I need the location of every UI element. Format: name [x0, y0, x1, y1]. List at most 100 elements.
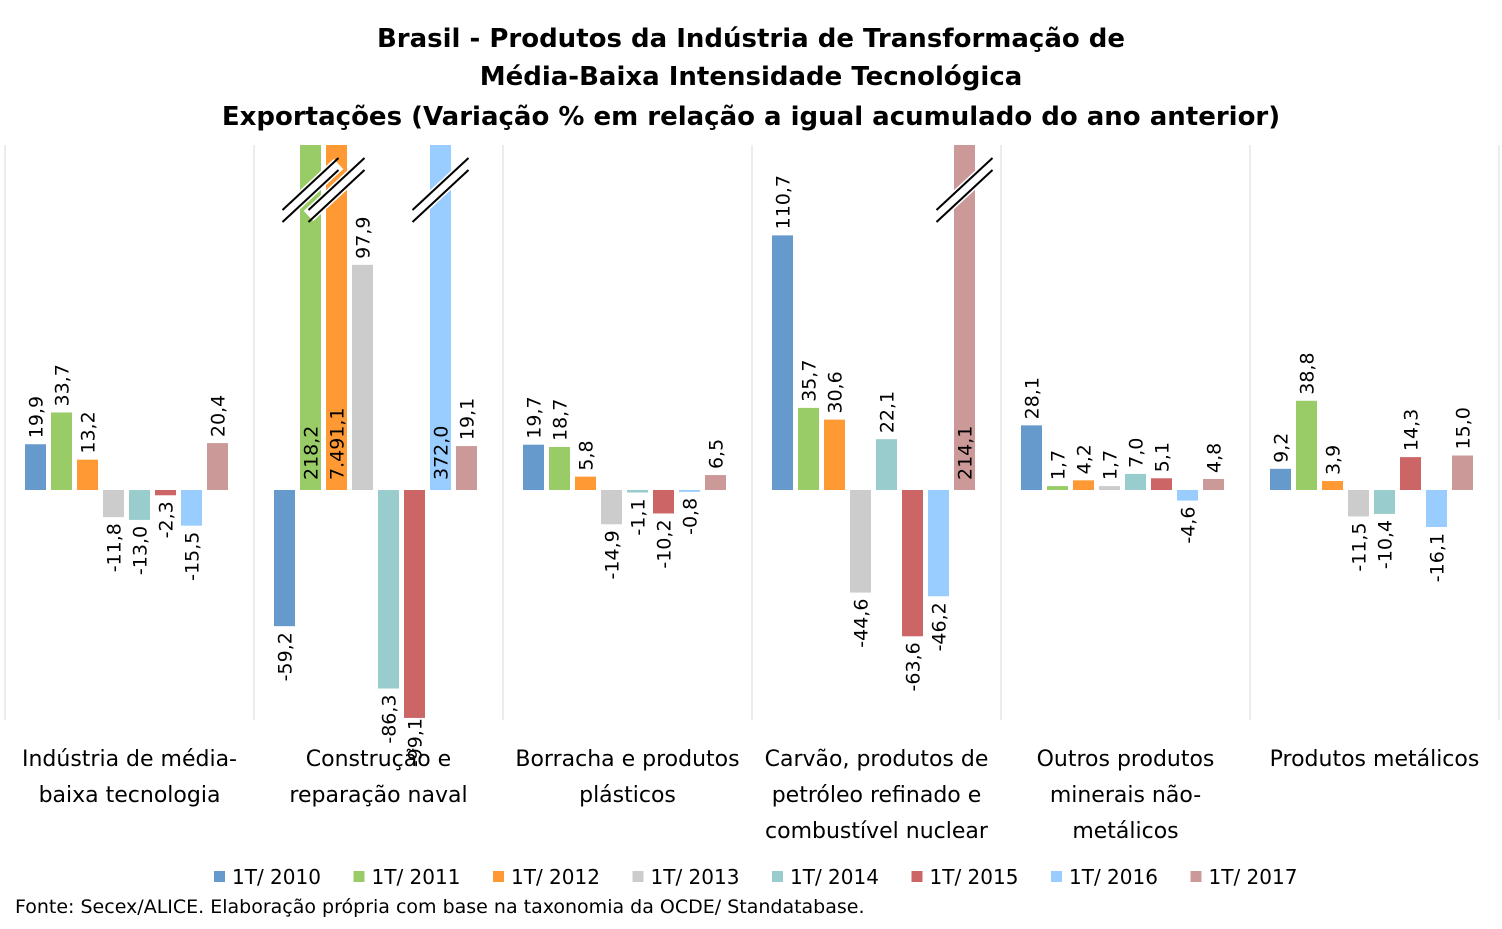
bar — [430, 145, 451, 490]
legend-swatch — [493, 871, 504, 882]
data-label: 97,9 — [353, 217, 375, 259]
legend-swatch — [911, 871, 923, 882]
bar — [523, 444, 544, 490]
axis-break — [303, 158, 370, 222]
source-note: Fonte: Secex/ALICE. Elaboração própria c… — [15, 896, 865, 918]
legend-label: 1T/ 2011 — [372, 865, 461, 889]
data-label: -14,9 — [602, 530, 624, 579]
bar — [954, 145, 975, 490]
bar — [404, 490, 425, 718]
data-label: -13,0 — [130, 526, 152, 575]
data-label: 15,0 — [1453, 407, 1475, 449]
bar — [850, 490, 871, 593]
data-label: -11,5 — [1349, 522, 1371, 571]
bar — [575, 476, 596, 490]
data-label: 18,7 — [550, 399, 572, 441]
data-label: 14,3 — [1401, 409, 1423, 451]
data-label: 35,7 — [799, 360, 821, 402]
legend-swatch — [1190, 871, 1202, 882]
data-label: -46,2 — [929, 602, 951, 651]
data-label: 5,1 — [1152, 442, 1174, 472]
x-tick-label: Indústria de média-baixa tecnologia — [21, 747, 237, 808]
data-label: -10,4 — [1375, 520, 1397, 569]
axis-break — [307, 157, 366, 211]
bar — [155, 490, 176, 496]
bar — [1203, 478, 1224, 490]
bar — [274, 490, 295, 627]
chart-title: Média-Baixa Intensidade Tecnológica — [480, 62, 1023, 92]
axis-break — [935, 169, 994, 223]
data-label: -4,6 — [1178, 507, 1200, 544]
bar — [679, 490, 700, 492]
data-label: -11,8 — [104, 523, 126, 572]
bar — [772, 235, 793, 490]
legend-label: 1T/ 2017 — [1209, 865, 1298, 889]
chart-title: Exportações (Variação % em relação a igu… — [222, 102, 1280, 132]
data-label: 30,6 — [825, 371, 847, 413]
x-tick-label: Construção e reparação naval — [289, 747, 468, 808]
bar — [1296, 400, 1317, 490]
data-label: -15,5 — [182, 532, 204, 581]
legend-swatch — [1051, 871, 1062, 882]
data-label: 19,7 — [524, 396, 546, 438]
axis-break — [407, 158, 474, 222]
chart-title: Brasil - Produtos da Indústria de Transf… — [377, 24, 1125, 54]
bar — [103, 490, 124, 518]
bar — [798, 407, 819, 490]
axis-break — [935, 157, 994, 211]
bar — [25, 444, 46, 490]
axis-break — [411, 157, 470, 211]
data-label: -0,8 — [680, 498, 702, 535]
data-label: 7.491,1 — [327, 407, 349, 480]
bar — [77, 459, 98, 490]
data-label: -99,1 — [405, 718, 427, 767]
x-tick-label: Borracha e produtos plásticos — [515, 747, 740, 808]
bar — [876, 439, 897, 490]
data-label: -1,1 — [628, 499, 650, 536]
bar — [549, 446, 570, 490]
bar — [1151, 478, 1172, 490]
data-label: 218,2 — [301, 426, 323, 480]
legend-label: 1T/ 2013 — [651, 865, 740, 889]
legend-swatch — [772, 871, 783, 882]
data-label: -16,1 — [1427, 533, 1449, 582]
legend-label: 1T/ 2016 — [1069, 865, 1158, 889]
bar — [1348, 490, 1369, 517]
legend-swatch — [632, 871, 644, 882]
legend-label: 1T/ 2014 — [790, 865, 879, 889]
data-label: -63,6 — [903, 642, 925, 691]
axis-break — [281, 157, 340, 211]
bar — [1021, 425, 1042, 490]
data-label: 19,9 — [26, 396, 48, 438]
bar — [824, 419, 845, 490]
bar — [456, 446, 477, 490]
bar — [1073, 480, 1094, 490]
bar — [181, 490, 202, 526]
data-label: -2,3 — [156, 501, 178, 538]
bar — [1400, 457, 1421, 490]
bar — [326, 145, 347, 490]
bar — [378, 490, 399, 689]
data-label: 20,4 — [208, 395, 230, 437]
x-tick-label: Outros produtos minerais não-metálicos — [1036, 747, 1215, 844]
bar — [207, 443, 228, 490]
bar — [1452, 455, 1473, 490]
bar — [300, 145, 321, 490]
data-label: 4,8 — [1204, 443, 1226, 473]
axis-break — [931, 158, 998, 222]
data-label: 28,1 — [1022, 377, 1044, 419]
data-label: 6,5 — [706, 439, 728, 469]
bar — [1099, 486, 1120, 490]
data-label: 22,1 — [877, 391, 899, 433]
bar — [1270, 468, 1291, 490]
legend-swatch — [353, 871, 365, 882]
legend-swatch — [214, 871, 225, 882]
data-label: 9,2 — [1271, 433, 1293, 463]
data-label: 13,2 — [78, 411, 100, 453]
data-label: 7,0 — [1126, 438, 1148, 468]
data-label: -44,6 — [851, 599, 873, 648]
legend-label: 1T/ 2015 — [930, 865, 1019, 889]
axis-break — [277, 158, 344, 222]
